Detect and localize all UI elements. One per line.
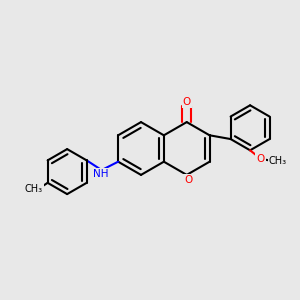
Text: O: O: [184, 175, 192, 185]
Text: NH: NH: [93, 169, 109, 179]
Text: O: O: [183, 98, 191, 107]
Text: O: O: [256, 154, 265, 164]
Text: CH₃: CH₃: [269, 156, 287, 166]
Text: CH₃: CH₃: [25, 184, 43, 194]
